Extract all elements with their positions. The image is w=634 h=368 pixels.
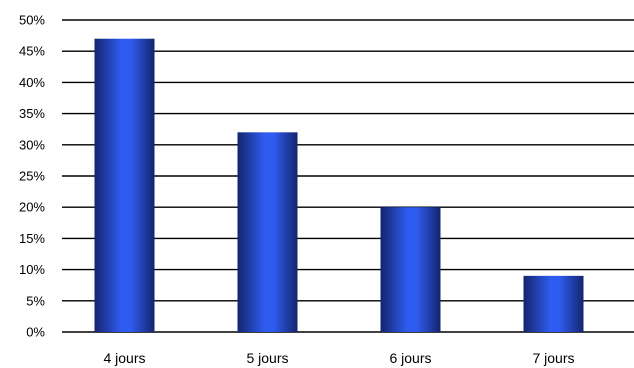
- y-tick-label: 5%: [26, 293, 45, 308]
- gridlines: [62, 19, 634, 333]
- y-tick-label: 10%: [19, 262, 45, 277]
- x-category-label: 5 jours: [246, 350, 288, 366]
- x-category-label: 4 jours: [103, 350, 145, 366]
- y-tick-label: 45%: [19, 44, 45, 59]
- x-axis-category-labels: 4 jours 5 jours 6 jours 7 jours: [103, 350, 574, 366]
- y-tick-label: 30%: [19, 137, 45, 152]
- y-tick-label: 35%: [19, 106, 45, 121]
- y-tick-label: 0%: [26, 325, 45, 340]
- y-tick-label: 15%: [19, 231, 45, 246]
- y-tick-label: 20%: [19, 200, 45, 215]
- x-category-label: 7 jours: [532, 350, 574, 366]
- y-tick-label: 25%: [19, 169, 45, 184]
- x-category-label: 6 jours: [389, 350, 431, 366]
- bars: [94, 38, 584, 332]
- bar: [380, 207, 441, 332]
- y-tick-label: 50%: [19, 13, 45, 28]
- y-axis-tick-labels: 0% 5% 10% 15% 20% 25% 30% 35% 40% 45% 50%: [19, 13, 45, 340]
- bar: [94, 38, 155, 332]
- bar: [237, 132, 298, 332]
- bar: [523, 275, 584, 332]
- y-tick-label: 40%: [19, 75, 45, 90]
